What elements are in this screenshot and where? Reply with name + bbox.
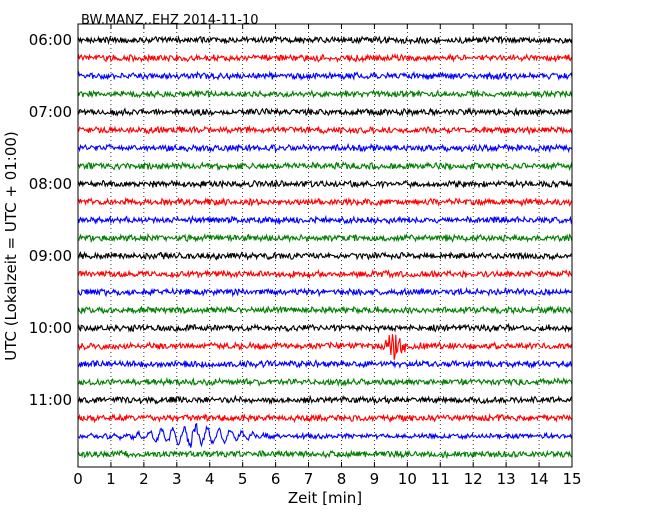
trace-line	[77, 124, 573, 136]
trace-line	[77, 35, 573, 46]
x-tick-label: 0	[73, 470, 83, 488]
trace-line	[77, 251, 573, 261]
x-tick-label: 11	[431, 470, 450, 488]
trace-line	[77, 142, 573, 154]
x-tick-label: 5	[238, 470, 248, 488]
plot-frame	[77, 23, 573, 468]
x-tick-label: 9	[370, 470, 380, 488]
trace-line	[77, 268, 573, 280]
x-tick-label: 6	[271, 470, 281, 488]
trace-line	[77, 214, 573, 226]
x-tick-label: 15	[562, 470, 581, 488]
trace-line	[77, 232, 573, 244]
x-tick-label: 4	[205, 470, 215, 488]
trace-line	[77, 286, 573, 298]
x-tick-label: 3	[172, 470, 182, 488]
x-tick-label: 10	[398, 470, 417, 488]
y-tick-label: 09:00	[29, 247, 72, 265]
y-tick-label: 06:00	[29, 31, 72, 49]
trace-line	[77, 449, 573, 460]
trace-line	[77, 322, 573, 334]
y-tick-label: 07:00	[29, 103, 72, 121]
trace-line	[77, 160, 573, 172]
trace-line	[77, 196, 573, 208]
trace-line	[77, 52, 573, 64]
x-tick-label: 13	[497, 470, 516, 488]
x-tick-label: 7	[304, 470, 314, 488]
trace-line	[77, 70, 573, 82]
x-tick-label: 14	[530, 470, 549, 488]
x-axis-label: Zeit [min]	[288, 489, 362, 507]
y-axis-label: UTC (Lokalzeit = UTC + 01:00)	[2, 131, 20, 361]
trace-line	[77, 89, 573, 99]
trace-line	[77, 178, 573, 190]
trace-line	[77, 334, 573, 360]
seismic-traces	[77, 35, 573, 460]
trace-line	[77, 358, 573, 370]
chart-title: BW.MANZ..EHZ 2014-11-10	[81, 13, 259, 28]
y-tick-label: 10:00	[29, 319, 72, 337]
x-tick-label: 1	[106, 470, 116, 488]
trace-line	[77, 376, 573, 388]
x-tick-label: 2	[139, 470, 149, 488]
trace-line	[77, 106, 573, 118]
y-tick-label: 11:00	[29, 391, 72, 409]
y-tick-label: 08:00	[29, 175, 72, 193]
trace-line	[78, 422, 573, 448]
trace-line	[77, 394, 573, 405]
y-axis-ticks: 06:00 07:00 08:00 09:00 10:00 11:00	[29, 31, 572, 409]
x-tick-label: 12	[464, 470, 483, 488]
trace-line	[77, 412, 573, 424]
trace-line	[77, 305, 573, 316]
x-axis-ticks: 0 1 2 3 4 5 6 7 8 9 10 11 12 13 14 15	[73, 24, 582, 488]
x-tick-label: 8	[337, 470, 347, 488]
